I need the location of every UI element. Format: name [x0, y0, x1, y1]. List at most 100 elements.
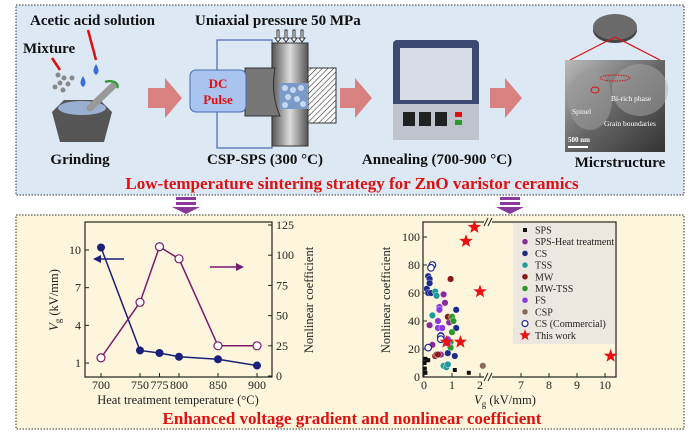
bi-rich-label: Bi-rich phase: [611, 94, 652, 103]
data-point-left: [136, 346, 144, 355]
series-line-right: [100, 245, 257, 359]
data-point-mw-tss: [448, 328, 456, 336]
y-left-tick-label: 4: [75, 318, 81, 332]
top-title: Low-temperature sintering strategy for Z…: [125, 174, 579, 193]
x-axis-label: Vg (kV/mm): [474, 393, 536, 409]
legend-marker: [519, 329, 531, 341]
csp-sps-label: CSP-SPS (300 °C): [207, 152, 323, 168]
mixture-label: Mixture: [23, 41, 76, 57]
x-tick-label: 750: [131, 378, 149, 392]
data-point-mw-tss: [449, 317, 457, 325]
x-tick-label: 7: [518, 378, 524, 392]
legend-label: SPS: [535, 226, 552, 237]
data-point-sps-heat-treatment: [440, 290, 448, 298]
x-tick-label: 0: [421, 378, 427, 392]
y-right-tick-label: 100: [276, 248, 294, 262]
dc-pulse-box: [189, 69, 247, 113]
pellet-disk-icon: [569, 14, 661, 61]
pressure-label: Uniaxial pressure 50 MPa: [195, 13, 361, 29]
data-point-sps: [422, 366, 427, 371]
y-left-tick-label: 10: [69, 243, 81, 257]
legend-marker: [521, 261, 529, 269]
x-tick-label: 10: [599, 378, 611, 392]
data-point-this-work: [439, 335, 454, 348]
data-point-left: [214, 355, 222, 364]
y-right-tick-label: 125: [276, 218, 294, 232]
data-point-sps-heat-treatment: [441, 299, 449, 307]
data-point-this-work: [453, 335, 468, 348]
data-point-tss: [433, 292, 441, 300]
data-point-cs-commercial-: [427, 263, 435, 272]
legend-label: FS: [535, 296, 546, 307]
acetic-acid-label: Acetic acid solution: [30, 13, 156, 29]
microstructure-label: Micrstructure: [575, 155, 666, 171]
data-point-right: [252, 341, 262, 351]
legend-marker: [521, 238, 529, 245]
data-point-cs: [451, 352, 459, 360]
y-tick-label: 0: [414, 370, 420, 384]
data-point-this-work: [467, 220, 482, 233]
data-point-sps: [466, 370, 471, 375]
data-point-this-work: [473, 284, 487, 298]
legend-marker: [521, 320, 529, 328]
data-point-left: [175, 352, 183, 361]
data-point-sps: [426, 358, 431, 363]
data-point-csp: [479, 362, 487, 370]
legend-label: MW-TSS: [535, 284, 573, 295]
y-left-tick-label: 1: [75, 356, 81, 370]
bottom-title: Enhanced voltage gradient and nonlinear …: [163, 409, 542, 428]
y-right-tick-label: 50: [276, 309, 288, 323]
data-point-left: [253, 361, 261, 370]
y-left-axis-label: Vg (kV/mm): [47, 269, 63, 331]
data-point-sps: [423, 370, 428, 375]
legend-marker: [521, 308, 529, 316]
scale-bar-label: 500 nm: [568, 136, 590, 144]
legend-label: This work: [535, 331, 576, 342]
right-axis-arrow-head: [236, 263, 244, 271]
data-point-fs: [435, 306, 443, 314]
grinding-label: Grinding: [50, 152, 110, 168]
data-point-sps-heat-treatment: [426, 321, 434, 329]
heat-treatment-chart: Heat treatment temperature (°C) Vg (kV/m…: [47, 218, 316, 407]
data-point-mw: [434, 351, 442, 359]
data-point-sps: [422, 361, 427, 365]
data-point-left: [97, 243, 105, 252]
y-axis-label: Nonlinear coefficient: [379, 246, 393, 353]
y-tick-label: 60: [408, 286, 420, 300]
x-tick-label: 900: [248, 378, 266, 392]
data-point-fs: [438, 324, 446, 332]
data-point-sps: [452, 368, 457, 372]
process-arrow-icon: [340, 78, 372, 118]
data-point-this-work: [459, 234, 473, 247]
data-point-tss: [444, 360, 452, 368]
data-point-mw: [447, 275, 455, 283]
x-axis-label: Heat treatment temperature (°C): [97, 393, 259, 407]
y-right-tick-label: 0: [276, 369, 282, 383]
spinel-label: Spinel: [572, 107, 591, 116]
y-tick-label: 40: [408, 314, 420, 328]
data-point-right: [96, 353, 106, 363]
data-point-right: [174, 254, 184, 264]
legend-label: MW: [535, 272, 554, 283]
y-tick-label: 80: [408, 258, 420, 272]
axis-break-icon: [483, 217, 493, 382]
legend-marker: [521, 250, 529, 257]
data-point-left: [155, 348, 164, 357]
plot-frame: [422, 221, 617, 378]
legend-label: SPS-Heat treatment: [535, 237, 614, 248]
data-point-cs: [452, 324, 460, 332]
legend-marker: [521, 273, 529, 280]
x-tick-label: 2: [477, 378, 483, 392]
data-point-this-work: [603, 349, 618, 362]
series-line-left: [100, 247, 258, 367]
y-tick-label: 20: [408, 342, 420, 356]
down-arrow-icon: [496, 197, 524, 214]
down-arrow-icon: [172, 197, 200, 214]
x-tick-label: 800: [170, 378, 188, 392]
annealing-label: Annealing (700-900 °C): [362, 152, 512, 168]
x-tick-label: 775: [151, 378, 169, 392]
data-point-cs: [452, 306, 460, 314]
x-tick-label: 1: [449, 378, 455, 392]
data-point-cs: [426, 279, 434, 287]
